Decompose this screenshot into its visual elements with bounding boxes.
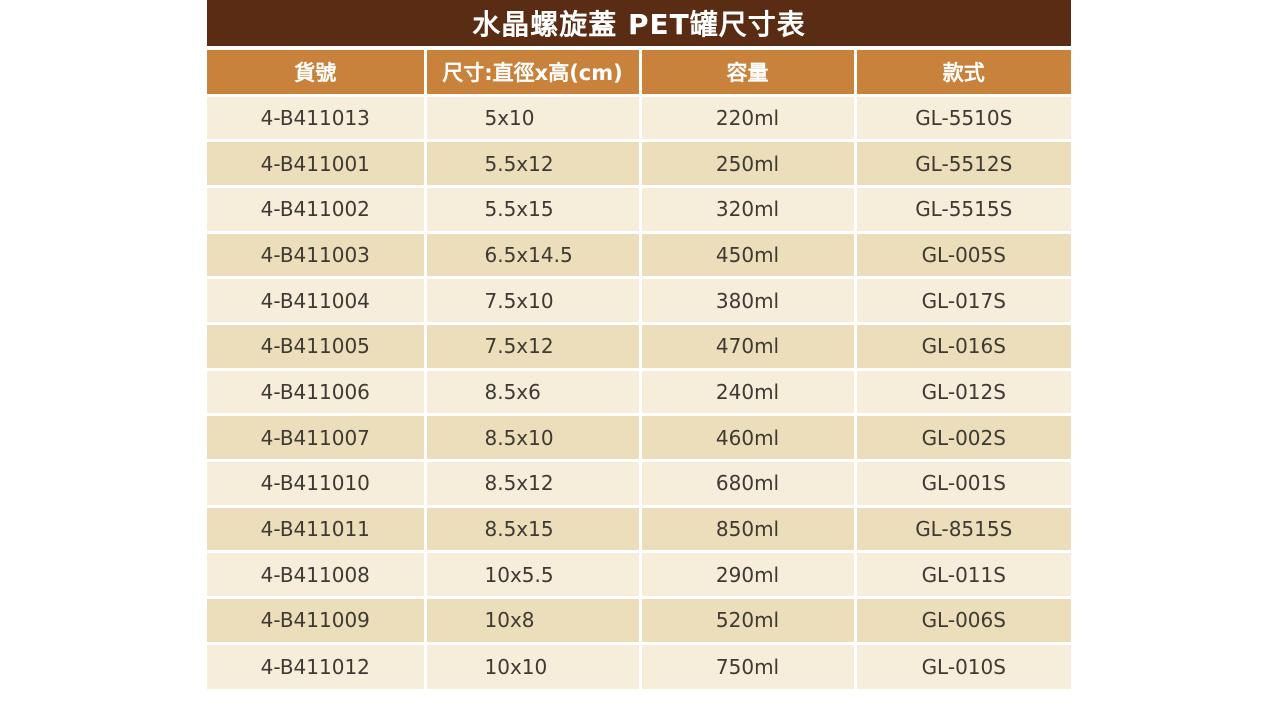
table-cell: 520ml [638,596,855,644]
column-header: 容量 [638,50,855,95]
table-cell: 5.5x12 [423,139,640,187]
table-cell: 750ml [638,641,855,689]
table-cell: GL-5515S [853,184,1071,233]
table-row: 4-B411006 8.5x6 240ml GL-012S [207,367,1071,415]
table-cell: 8.5x10 [423,413,640,461]
table-cell: 4-B411012 [207,641,425,689]
table-cell: 8.5x15 [423,504,640,552]
table-cell: GL-011S [853,550,1071,598]
table-cell: GL-002S [853,413,1071,461]
table-cell: GL-017S [853,276,1071,324]
table-cell: 4-B411001 [207,139,425,187]
table-cell: 4-B411005 [207,321,425,370]
table-cell: 290ml [638,550,855,598]
column-header: 尺寸:直徑x高(cm) [423,50,640,95]
table-cell: 7.5x12 [423,321,640,370]
table-cell: GL-5512S [853,139,1071,187]
table-cell: 4-B411007 [207,413,425,461]
table-row: 4-B411012 10x10 750ml GL-010S [207,641,1071,689]
table-cell: GL-8515S [853,504,1071,552]
table-row: 4-B411002 5.5x15 320ml GL-5515S [207,184,1071,233]
table-header: 貨號 尺寸:直徑x高(cm) 容量 款式 [207,50,1071,95]
table-row: 4-B411008 10x5.5 290ml GL-011S [207,550,1071,598]
table-row: 4-B411009 10x8 520ml GL-006S [207,596,1071,644]
table-row: 4-B411010 8.5x12 680ml GL-001S [207,459,1071,507]
header-row: 貨號 尺寸:直徑x高(cm) 容量 款式 [207,50,1071,95]
title-divider [207,46,1071,50]
table-cell: GL-006S [853,596,1071,644]
table-cell: 8.5x6 [423,367,640,415]
table-cell: 7.5x10 [423,276,640,324]
table-cell: 10x8 [423,596,640,644]
table-cell: GL-012S [853,367,1071,415]
table-cell: 380ml [638,276,855,324]
table-cell: GL-001S [853,459,1071,507]
table-cell: 4-B411008 [207,550,425,598]
table-cell: 5.5x15 [423,184,640,233]
table-row: 4-B411011 8.5x15 850ml GL-8515S [207,504,1071,552]
table-cell: 5x10 [423,93,640,141]
table-cell: 320ml [638,184,855,233]
table-row: 4-B411003 6.5x14.5 450ml GL-005S [207,230,1071,278]
table-cell: 240ml [638,367,855,415]
table-cell: GL-010S [853,641,1071,689]
table-cell: 4-B411003 [207,230,425,278]
table-cell: 250ml [638,139,855,187]
table-cell: 4-B411009 [207,596,425,644]
pet-jar-size-table: 貨號 尺寸:直徑x高(cm) 容量 款式 4-B411013 5x10 220ml GL-5… [207,50,1071,689]
table-cell: 470ml [638,321,855,370]
table-cell: 10x10 [423,641,640,689]
table-cell: 4-B411006 [207,367,425,415]
table-cell: GL-016S [853,321,1071,370]
column-header: 貨號 [207,50,425,95]
table-cell: 4-B411004 [207,276,425,324]
table-cell: 6.5x14.5 [423,230,640,278]
table-cell: 8.5x12 [423,459,640,507]
table-cell: 4-B411002 [207,184,425,233]
table-row: 4-B411013 5x10 220ml GL-5510S [207,93,1071,141]
size-table-panel: 水晶螺旋蓋 PET罐尺寸表 貨號 尺寸:直徑x高(cm) 容量 款式 4-B41101… [207,0,1071,689]
table-cell: 10x5.5 [423,550,640,598]
table-cell: 4-B411010 [207,459,425,507]
table-cell: 850ml [638,504,855,552]
table-cell: GL-005S [853,230,1071,278]
table-title: 水晶螺旋蓋 PET罐尺寸表 [207,0,1071,46]
table-cell: 4-B411011 [207,504,425,552]
table-cell: 460ml [638,413,855,461]
table-cell: 220ml [638,93,855,141]
table-row: 4-B411007 8.5x10 460ml GL-002S [207,413,1071,461]
column-header: 款式 [853,50,1071,95]
table-cell: 450ml [638,230,855,278]
table-cell: 680ml [638,459,855,507]
table-row: 4-B411001 5.5x12 250ml GL-5512S [207,139,1071,187]
table-cell: 4-B411013 [207,93,425,141]
table-row: 4-B411004 7.5x10 380ml GL-017S [207,276,1071,324]
table-row: 4-B411005 7.5x12 470ml GL-016S [207,321,1071,370]
table-body: 4-B411013 5x10 220ml GL-5510S 4-B411001 5.5x1… [207,93,1071,689]
table-cell: GL-5510S [853,93,1071,141]
